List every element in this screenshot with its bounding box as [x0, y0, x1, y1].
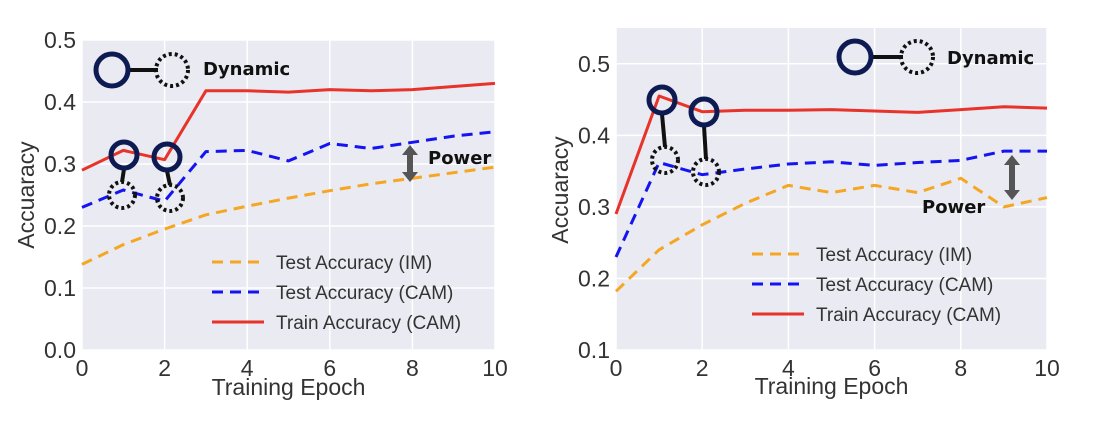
x-tick-label: 6	[868, 355, 881, 381]
x-tick-label: 4	[782, 355, 795, 381]
legend-label: Train Accuracy (CAM)	[816, 305, 1001, 326]
y-tick-label: 0.5	[578, 51, 610, 77]
power-arrow-head-up	[402, 145, 418, 155]
x-tick-label: 10	[482, 355, 508, 381]
y-tick-label: 0.5	[44, 27, 76, 53]
power-arrow-head-up	[1004, 155, 1020, 165]
plot-area	[616, 28, 1047, 350]
solid-circle-marker	[646, 84, 678, 116]
x-tick-label: 2	[696, 355, 709, 381]
chart-panel-2: 0.1 0.2 0.3 0.4 0.5 0 2 4 6 8 10 Training Epoch Accu…	[547, 28, 1060, 399]
x-tick-label: 0	[610, 355, 623, 381]
y-tick-label: 0.2	[578, 265, 610, 291]
y-tick-label: 0.1	[44, 275, 76, 301]
x-tick-label: 4	[241, 355, 254, 381]
legend-label: Test Accuracy (CAM)	[276, 283, 453, 304]
pair-connector	[120, 168, 126, 183]
dotted-circle-marker	[691, 157, 721, 187]
x-tick-label: 8	[406, 355, 419, 381]
chart-panel-1: 0.0 0.1 0.2 0.3 0.4 0.5 0 2 4 6 8 10 Training Epoch A…	[13, 27, 508, 400]
solid-circle-marker	[688, 96, 720, 128]
power-annotation: Power	[428, 148, 491, 169]
x-tick-label: 6	[323, 355, 336, 381]
x-tick-label: 8	[954, 355, 967, 381]
pair-connector	[660, 113, 667, 148]
y-axis-label: Accuaracy	[13, 141, 39, 249]
legend-label: Test Accuracy (IM)	[276, 253, 432, 274]
series-line-test-accuracy-im	[614, 176, 1048, 293]
pair-connector	[702, 125, 708, 160]
dynamic-annotation: Dynamic	[203, 59, 290, 80]
y-tick-label: 0.0	[44, 337, 76, 363]
x-tick-label: 10	[1034, 355, 1060, 381]
pair-connector	[165, 170, 172, 186]
solid-circle-marker	[836, 38, 874, 76]
y-tick-label: 0.4	[578, 122, 610, 148]
x-tick-label: 0	[76, 355, 89, 381]
y-tick-label: 0.4	[44, 89, 76, 115]
solid-circle-marker	[93, 51, 131, 89]
dotted-circle-marker	[107, 180, 137, 210]
dynamic-annotation: Dynamic	[947, 48, 1034, 69]
y-tick-label: 0.1	[578, 337, 610, 363]
dotted-circle-marker	[899, 39, 935, 75]
legend-label: Test Accuracy (IM)	[816, 245, 972, 266]
y-tick-label: 0.3	[578, 194, 610, 220]
legend-label: Test Accuracy (CAM)	[816, 275, 993, 296]
y-axis-label: Accuaracy	[547, 136, 573, 244]
power-arrow-head-down	[402, 172, 418, 182]
dotted-circle-marker	[155, 183, 185, 213]
y-tick-label: 0.2	[44, 213, 76, 239]
y-tick-label: 0.3	[44, 151, 76, 177]
legend-label: Train Accuracy (CAM)	[276, 313, 461, 334]
x-axis-label: Training Epoch	[755, 373, 909, 399]
solid-circle-marker	[108, 139, 140, 171]
power-arrow-head-down	[1004, 190, 1020, 200]
power-annotation: Power	[922, 197, 985, 218]
dotted-circle-marker	[650, 145, 680, 175]
dotted-circle-marker	[154, 52, 190, 88]
solid-circle-marker	[151, 141, 183, 173]
x-axis-label: Training Epoch	[212, 374, 366, 400]
x-tick-label: 2	[158, 355, 171, 381]
